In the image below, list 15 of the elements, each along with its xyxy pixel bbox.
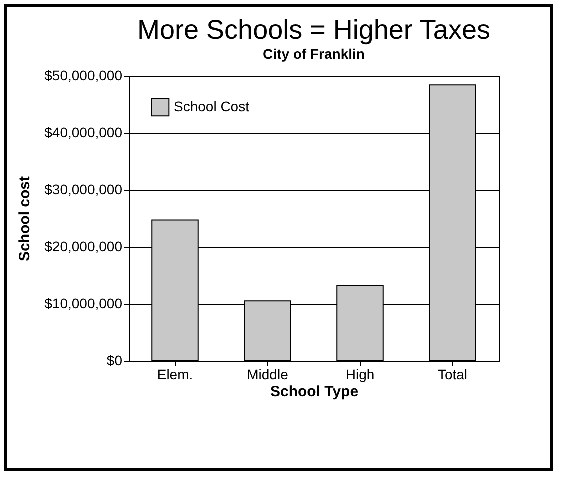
- y-tick-label: $10,000,000: [44, 296, 123, 312]
- y-axis-title: School cost: [16, 176, 34, 262]
- x-axis-title: School Type: [270, 384, 359, 400]
- x-tick-label: Elem.: [157, 366, 194, 382]
- y-tick-label: $0: [106, 352, 123, 368]
- x-tick-label: High: [346, 366, 375, 382]
- y-tick-label: $30,000,000: [44, 182, 123, 198]
- y-tick-label: $20,000,000: [44, 238, 123, 254]
- y-tick-label: $40,000,000: [44, 124, 123, 140]
- chart-title: More Schools = Higher Taxes: [138, 15, 490, 45]
- legend-label: School Cost: [174, 98, 250, 114]
- chart-subtitle: City of Franklin: [263, 46, 365, 62]
- x-tick-label: Middle: [247, 366, 289, 382]
- y-tick-label: $50,000,000: [44, 68, 123, 84]
- x-tick-label: Total: [438, 366, 468, 382]
